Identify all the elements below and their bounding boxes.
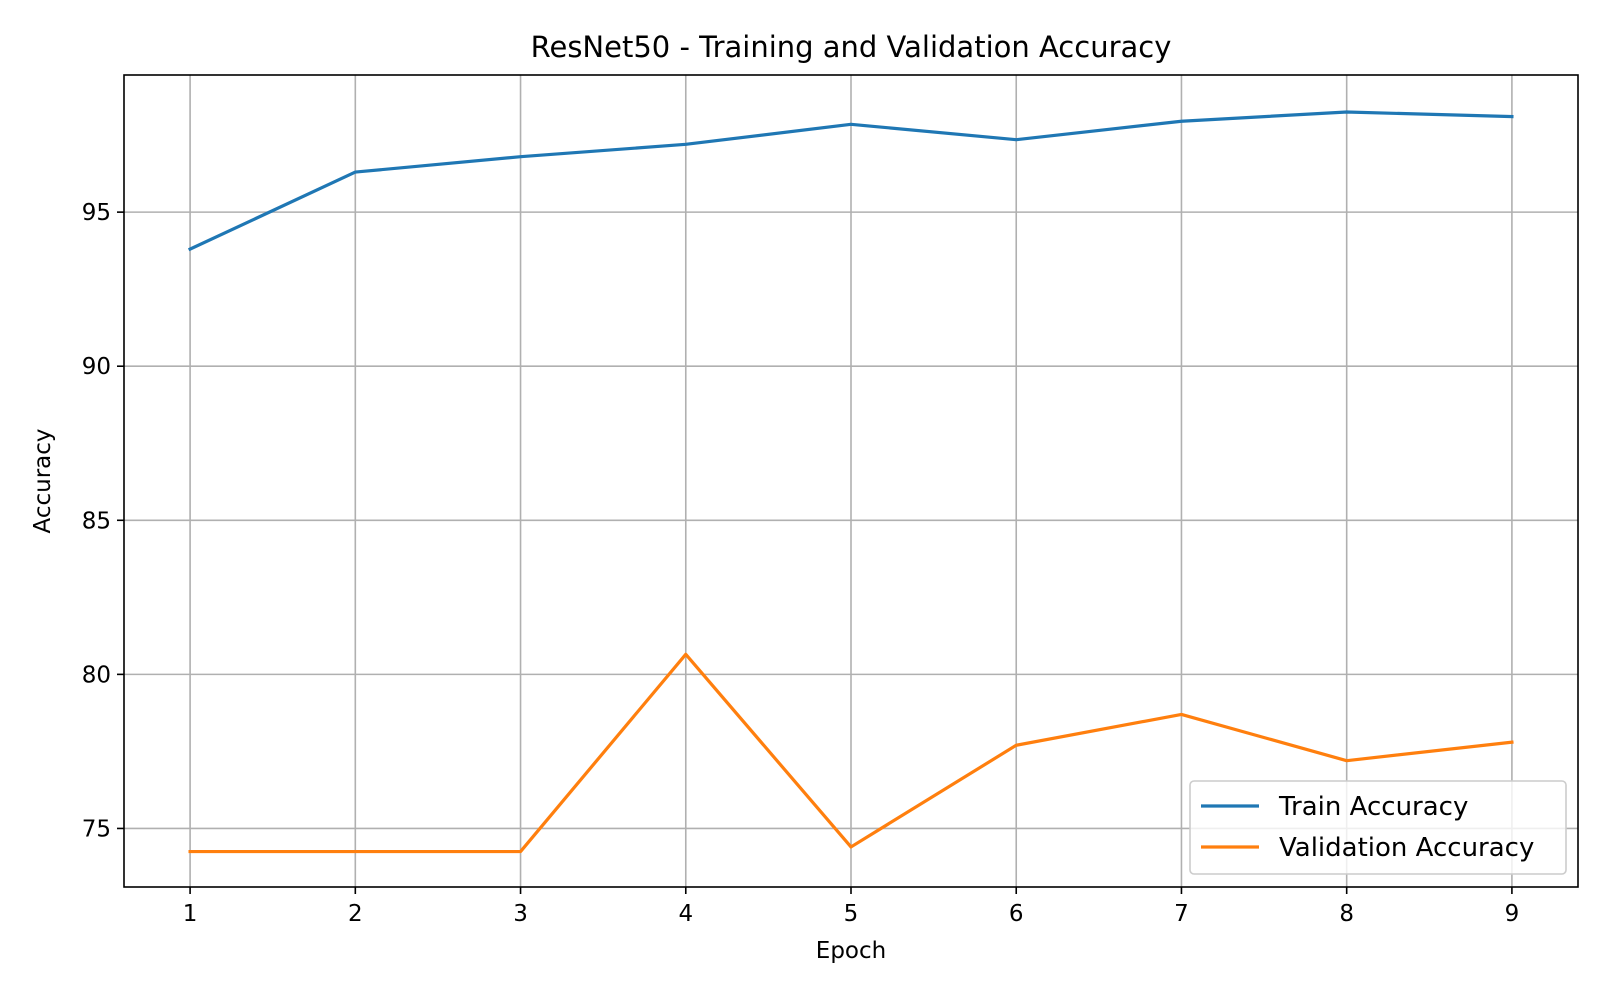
legend-box — [1189, 780, 1567, 875]
x-tick-label: 6 — [1009, 901, 1024, 927]
x-tick-label: 1 — [183, 901, 198, 927]
y-tick-label: 90 — [82, 354, 111, 380]
y-tick-label: 85 — [82, 508, 111, 534]
x-tick-label: 9 — [1505, 901, 1520, 927]
x-tick-label: 7 — [1174, 901, 1189, 927]
x-axis-label: Epoch — [816, 938, 886, 964]
y-axis-label: Accuracy — [30, 428, 56, 533]
x-tick-label: 4 — [678, 901, 693, 927]
train-accuracy-line — [187, 110, 1514, 252]
x-tick-label: 8 — [1339, 901, 1354, 927]
chart-title: ResNet50 - Training and Validation Accur… — [531, 30, 1172, 64]
y-tick-label: 80 — [82, 662, 111, 688]
x-tick-label: 3 — [513, 901, 528, 927]
legend-label-validation: Validation Accuracy — [1279, 833, 1534, 863]
y-tick-label: 75 — [82, 816, 111, 842]
axis-ticks: 1 2 3 4 5 6 7 8 9 75 80 85 90 95 — [82, 200, 1520, 927]
legend: Train Accuracy Validation Accuracy — [1189, 780, 1567, 875]
x-tick-label: 2 — [348, 901, 363, 927]
y-tick-label: 95 — [82, 200, 111, 226]
validation-accuracy-line — [188, 652, 1514, 854]
legend-label-train: Train Accuracy — [1278, 792, 1468, 822]
x-tick-label: 5 — [844, 901, 859, 927]
series-group — [187, 110, 1514, 854]
